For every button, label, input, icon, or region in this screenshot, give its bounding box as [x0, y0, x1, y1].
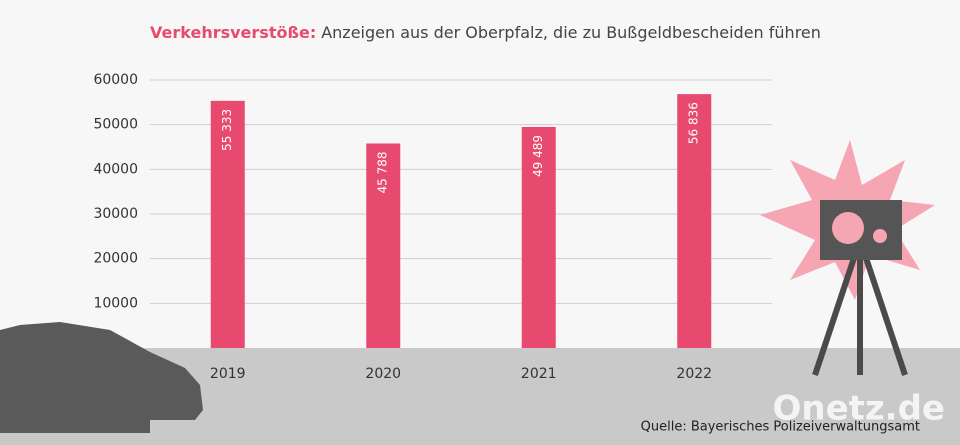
value-label: 49 489	[531, 135, 545, 177]
y-tick-label: 40000	[93, 161, 138, 177]
bar	[366, 143, 401, 348]
value-label: 45 788	[376, 151, 390, 193]
x-tick-label: 2021	[521, 366, 557, 382]
y-tick-label: 30000	[93, 206, 138, 222]
y-tick-label: 10000	[93, 295, 138, 311]
y-tick-label: 60000	[93, 72, 138, 88]
tripod-leg	[862, 254, 908, 376]
car-silhouette	[0, 322, 203, 433]
title-highlight: Verkehrsverstöße:	[150, 23, 316, 42]
y-tick-label: 50000	[93, 117, 138, 133]
y-tick-label: 20000	[93, 251, 138, 267]
bar	[677, 94, 712, 348]
bar	[521, 126, 556, 349]
value-label: 56 836	[687, 102, 701, 144]
source: Quelle: Bayerisches Polizeiverwaltungsam…	[641, 420, 920, 435]
watermark: Onetz.de	[772, 389, 945, 429]
x-tick-label: 2022	[676, 366, 712, 382]
camera-light	[873, 229, 887, 243]
tripod-leg	[812, 254, 858, 376]
chart-title: Verkehrsverstöße: Anzeigen aus der Oberpf…	[150, 23, 821, 42]
x-tick-label: 2020	[365, 366, 401, 382]
bar	[210, 100, 245, 348]
value-label: 55 333	[220, 109, 234, 151]
camera-lens	[832, 212, 864, 244]
title-text: Anzeigen aus der Oberpfalz, die zu Bußge…	[321, 23, 821, 42]
x-tick-label: 2019	[210, 366, 246, 382]
